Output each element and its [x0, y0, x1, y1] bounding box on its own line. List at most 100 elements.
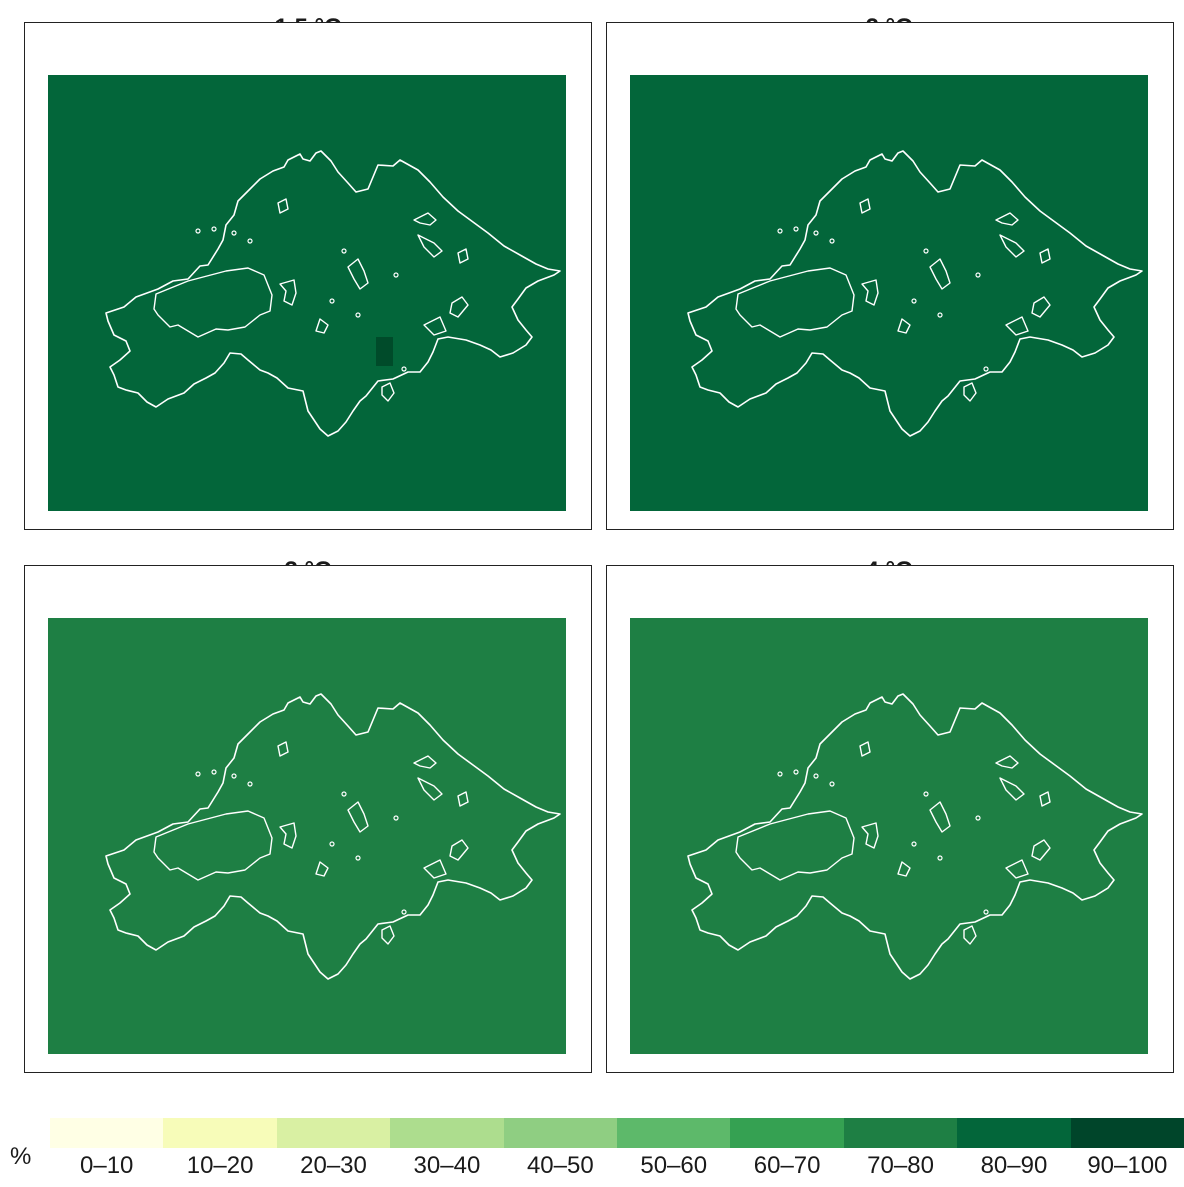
enclave-boundary: [793, 769, 799, 775]
inner-boundary: [1031, 296, 1051, 318]
enclave-boundary: [983, 366, 989, 372]
enclave-boundary: [937, 855, 943, 861]
enclave-boundary: [813, 773, 819, 779]
enclave-boundary: [923, 248, 929, 254]
enclave-boundary: [937, 312, 943, 318]
enclave-boundary: [923, 791, 929, 797]
region-boundary: [687, 693, 1143, 980]
inner-boundary: [423, 316, 447, 336]
region-boundary: [105, 150, 561, 437]
enclave-boundary: [401, 909, 407, 915]
legend-label: 90–100: [1087, 1152, 1168, 1179]
enclave-boundary: [911, 841, 917, 847]
map-panel-1-5c: [24, 22, 592, 530]
inner-boundary: [735, 267, 855, 338]
legend-label: 20–30: [300, 1152, 367, 1179]
map-area: [48, 75, 566, 511]
legend-label: 70–80: [867, 1152, 934, 1179]
legend-colorbar: [50, 1118, 1184, 1148]
legend-swatch: [503, 1118, 618, 1148]
map-svg: [630, 75, 1148, 511]
inner-boundary: [449, 839, 469, 861]
legend-swatch: [617, 1118, 731, 1148]
legend-swatch: [50, 1118, 164, 1148]
enclave-boundary: [983, 909, 989, 915]
legend-label: 40–50: [526, 1152, 594, 1179]
inner-boundary: [999, 777, 1025, 801]
inner-boundary: [423, 859, 447, 879]
map-svg: [48, 75, 566, 511]
inner-boundary: [861, 822, 879, 849]
legend-label: 10–20: [186, 1152, 254, 1179]
map-fill: [630, 618, 1148, 1054]
enclave-boundary: [829, 781, 835, 787]
region-boundary: [105, 693, 561, 980]
legend-label: 30–40: [413, 1152, 481, 1179]
inner-boundary: [153, 267, 273, 338]
enclave-boundary: [813, 230, 819, 236]
map-svg: [48, 618, 566, 1054]
inner-boundary: [929, 801, 951, 833]
legend-label: 0–10: [80, 1152, 134, 1179]
legend-label: 60–70: [753, 1152, 821, 1179]
map-fill: [48, 618, 566, 1054]
enclave-boundary: [195, 771, 201, 777]
map-panel-3c: [24, 565, 592, 1073]
legend-label: 80–90: [980, 1152, 1048, 1179]
inner-boundary: [1005, 316, 1029, 336]
legend-swatch: [163, 1118, 277, 1148]
inner-boundary: [457, 248, 469, 264]
map-area: [48, 618, 566, 1054]
inner-boundary: [999, 234, 1025, 258]
map-fill: [48, 75, 566, 511]
enclave-boundary: [777, 771, 783, 777]
map-anomaly-cell: [376, 337, 393, 366]
inner-boundary: [449, 296, 469, 318]
map-fill: [630, 75, 1148, 511]
legend-swatch: [1070, 1118, 1184, 1148]
legend-swatch: [957, 1118, 1071, 1148]
inner-boundary: [279, 822, 297, 849]
inner-boundary: [995, 212, 1019, 226]
enclave-boundary: [975, 272, 981, 278]
map-area: [630, 75, 1148, 511]
inner-boundary: [1039, 791, 1051, 807]
region-boundary: [687, 150, 1143, 437]
enclave-boundary: [341, 791, 347, 797]
inner-boundary: [315, 861, 329, 877]
enclave-boundary: [777, 228, 783, 234]
enclave-boundary: [393, 815, 399, 821]
enclave-boundary: [393, 272, 399, 278]
enclave-boundary: [329, 298, 335, 304]
inner-boundary: [1031, 839, 1051, 861]
enclave-boundary: [231, 773, 237, 779]
inner-boundary: [929, 258, 951, 290]
enclave-boundary: [195, 228, 201, 234]
inner-boundary: [859, 198, 871, 214]
inner-boundary: [1039, 248, 1051, 264]
inner-boundary: [897, 318, 911, 334]
enclave-boundary: [329, 841, 335, 847]
inner-boundary: [995, 755, 1019, 769]
map-area: [630, 618, 1148, 1054]
inner-boundary: [277, 741, 289, 757]
enclave-boundary: [401, 366, 407, 372]
enclave-boundary: [829, 238, 835, 244]
enclave-boundary: [975, 815, 981, 821]
map-panel-4c: [606, 565, 1174, 1073]
enclave-boundary: [211, 769, 217, 775]
legend-label: 50–60: [640, 1152, 708, 1179]
inner-boundary: [347, 801, 369, 833]
legend-swatch: [276, 1118, 391, 1148]
legend-unit-label: %: [10, 1143, 32, 1170]
inner-boundary: [315, 318, 329, 334]
enclave-boundary: [231, 230, 237, 236]
legend-swatch: [843, 1118, 958, 1148]
inner-boundary: [277, 198, 289, 214]
inner-boundary: [413, 212, 437, 226]
enclave-boundary: [911, 298, 917, 304]
enclave-boundary: [341, 248, 347, 254]
enclave-boundary: [355, 312, 361, 318]
inner-boundary: [897, 861, 911, 877]
inner-boundary: [381, 382, 395, 402]
